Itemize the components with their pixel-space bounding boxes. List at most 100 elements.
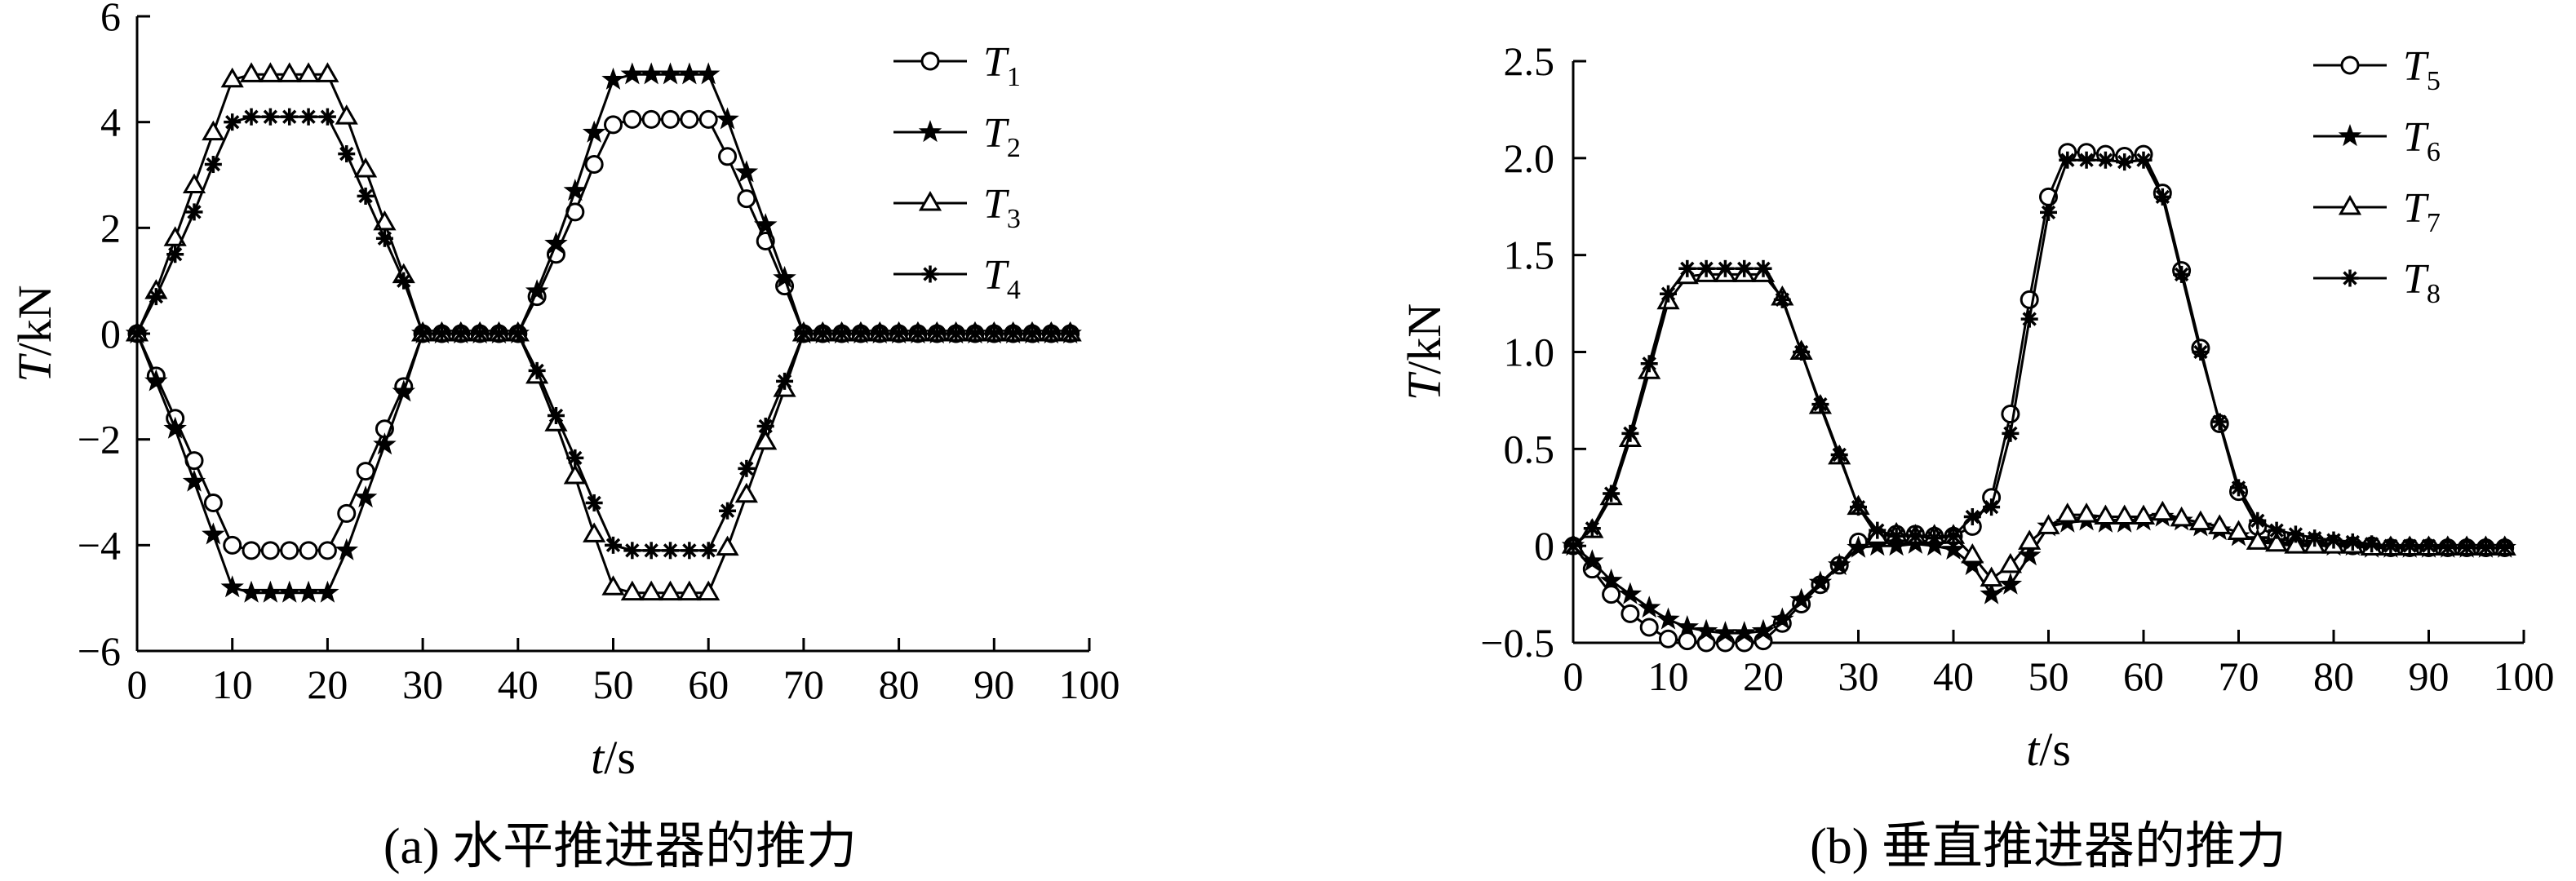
data-point [604, 115, 623, 135]
data-point [316, 580, 339, 603]
data-point [623, 542, 641, 560]
data-point [2286, 525, 2304, 543]
data-point [563, 179, 587, 201]
data-point [1751, 618, 1776, 641]
data-point [2018, 529, 2042, 550]
x-tick-label: 50 [593, 662, 634, 707]
y-tick-label: −0.5 [1480, 620, 1554, 666]
data-point [928, 325, 946, 343]
data-point [260, 541, 280, 560]
data-point [1980, 582, 2003, 604]
x-tick-label: 10 [212, 662, 253, 707]
data-point [738, 459, 756, 477]
series-line [1572, 158, 2505, 549]
data-point [202, 522, 225, 545]
legend-entry-t2: T2 [893, 110, 1021, 163]
data-point [734, 160, 759, 183]
data-point [318, 108, 336, 126]
data-point [1983, 498, 2001, 516]
data-point [220, 67, 244, 88]
data-point [1716, 259, 1734, 277]
caption-b: (b) 垂直推进器的推力 [1810, 819, 2286, 874]
data-point [277, 62, 301, 82]
x-tick-label: 10 [1648, 653, 1689, 699]
legend-marker [2340, 55, 2360, 75]
data-point [2306, 529, 2324, 547]
legend-entry-t1: T1 [893, 39, 1021, 92]
data-point [163, 416, 187, 439]
data-point [716, 535, 739, 556]
data-point [147, 288, 165, 306]
data-point [620, 62, 645, 85]
legend-marker [2338, 123, 2362, 147]
data-point [871, 325, 889, 343]
data-point [182, 173, 206, 193]
data-point [640, 580, 663, 601]
data-point [1732, 621, 1756, 644]
data-point [373, 210, 397, 231]
data-point [890, 325, 908, 343]
data-point [1827, 552, 1851, 576]
data-point [1963, 508, 1981, 526]
legend-entry-t5: T5 [2313, 43, 2441, 96]
data-point [203, 493, 223, 512]
data-point [2265, 531, 2289, 552]
legend-marker [2338, 194, 2362, 215]
data-point [753, 213, 778, 236]
data-point [2037, 514, 2060, 534]
data-point [490, 325, 508, 343]
data-point [563, 464, 587, 485]
data-point [1906, 527, 1924, 545]
data-point [2284, 533, 2308, 554]
data-point [1998, 572, 2023, 595]
data-point [662, 542, 680, 560]
data-point [471, 325, 489, 343]
data-point [1660, 285, 1677, 303]
data-point [242, 108, 260, 126]
data-point [281, 108, 299, 126]
data-point [1564, 537, 1582, 555]
data-point [2002, 424, 2020, 442]
data-point [2343, 533, 2361, 551]
y-tick-label: 6 [100, 0, 121, 39]
data-point [1773, 290, 1791, 308]
data-point [299, 108, 317, 126]
data-point [1678, 259, 1696, 277]
data-point [1581, 549, 1604, 572]
legend-label: T5 [2403, 43, 2441, 96]
data-point [261, 108, 279, 126]
data-point [584, 155, 604, 175]
data-point [2173, 265, 2191, 283]
x-tick-label: 40 [1933, 653, 1974, 699]
data-point [814, 325, 831, 343]
data-point [2476, 539, 2494, 557]
y-tick-label: 2.0 [1504, 135, 1555, 181]
data-point [623, 109, 642, 129]
x-tick-label: 20 [307, 662, 348, 707]
data-point [144, 369, 168, 392]
data-point [280, 541, 299, 560]
series-line [1572, 151, 2505, 644]
data-point [1887, 527, 1905, 545]
caption-a: (a) 水平推进器的推力 [384, 819, 857, 874]
legend-marker [920, 51, 940, 71]
data-point [642, 542, 660, 560]
data-point [335, 104, 358, 125]
data-point [239, 580, 264, 603]
data-point [1847, 535, 1870, 558]
data-point [1771, 607, 1794, 630]
data-point [1640, 355, 1658, 373]
data-point [1961, 543, 1984, 564]
legend-label: T6 [2403, 114, 2441, 167]
legend-label: T3 [983, 181, 1021, 234]
data-point [356, 462, 375, 481]
data-point [737, 189, 756, 209]
data-point [1944, 527, 1962, 545]
data-point [1830, 445, 1848, 463]
legend-marker [918, 119, 942, 143]
data-point [1062, 325, 1080, 343]
data-point [1637, 595, 1661, 618]
x-tick-label: 0 [127, 662, 148, 707]
data-point [641, 109, 661, 129]
x-tick-label: 40 [498, 662, 539, 707]
